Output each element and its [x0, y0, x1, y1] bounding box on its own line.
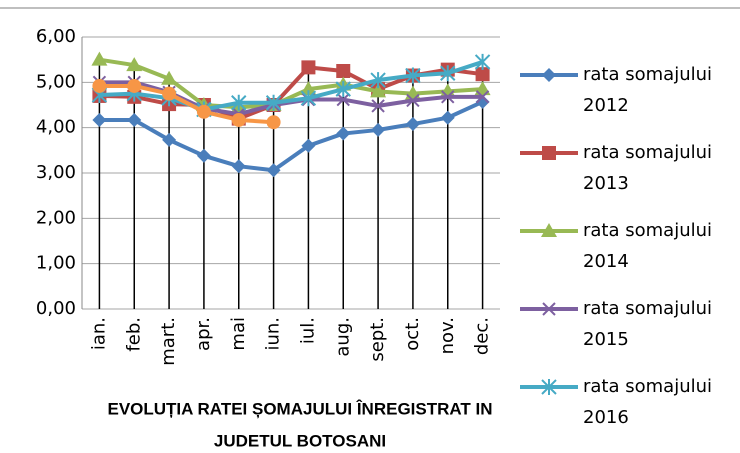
- marker: [475, 90, 490, 104]
- marker: [371, 122, 386, 137]
- marker: [231, 94, 247, 111]
- marker: [335, 81, 351, 98]
- series-line: [99, 57, 483, 110]
- marker: [265, 94, 282, 111]
- x-tick-label: oct.: [402, 317, 423, 351]
- marker: [300, 81, 317, 96]
- marker: [336, 64, 351, 78]
- x-tick-label: iun.: [263, 317, 284, 351]
- y-tick-label: 6,00: [36, 26, 76, 47]
- marker: [405, 117, 420, 132]
- chart-title: JUDETUL BOTOSANI: [214, 431, 386, 450]
- marker: [441, 90, 455, 104]
- legend-label: rata somajului 2016: [583, 376, 712, 428]
- legend-label: rata somajului 2012: [583, 64, 712, 116]
- marker: [370, 83, 387, 98]
- legend-label: rata somajului 2015: [583, 298, 712, 350]
- marker: [92, 78, 107, 93]
- marker: [266, 163, 281, 178]
- legend-marker: [542, 302, 556, 316]
- marker: [406, 93, 420, 108]
- x-tick-label: apr.: [193, 317, 214, 351]
- x-tick-label: nov.: [437, 317, 458, 354]
- legend-marker: [542, 68, 556, 82]
- marker: [266, 115, 281, 130]
- marker: [440, 65, 456, 82]
- marker: [196, 148, 211, 163]
- series-line: [99, 100, 484, 173]
- marker: [440, 110, 455, 125]
- marker: [231, 159, 246, 174]
- x-tick-label: iul.: [297, 317, 318, 344]
- x-tick-label: mai: [228, 317, 249, 351]
- marker: [405, 67, 421, 84]
- marker: [161, 70, 178, 85]
- legend-label: rata somajului 2014: [583, 220, 712, 272]
- legend-marker: [541, 223, 557, 237]
- marker: [370, 72, 386, 89]
- marker: [127, 78, 142, 93]
- legend-label: rata somajului 2013: [583, 142, 712, 194]
- y-tick-label: 0,00: [36, 298, 76, 319]
- legend-marker: [541, 379, 557, 395]
- x-tick-label: dec.: [472, 317, 493, 355]
- marker: [231, 112, 246, 127]
- x-tick-label: aug.: [332, 317, 353, 357]
- marker: [300, 90, 317, 107]
- marker: [301, 138, 316, 153]
- marker: [162, 86, 177, 101]
- marker: [127, 112, 142, 127]
- legend-marker: [542, 146, 556, 160]
- y-tick-label: 5,00: [36, 71, 76, 92]
- marker: [474, 53, 491, 70]
- marker: [336, 92, 350, 107]
- y-tick-label: 1,00: [36, 253, 76, 274]
- y-tick-label: 3,00: [36, 162, 76, 183]
- marker: [301, 60, 316, 75]
- chart-title: EVOLUȚIA RATEI ȘOMAJULUI ÎNREGISTRAT IN: [107, 399, 492, 418]
- marker: [126, 57, 143, 72]
- marker: [91, 51, 108, 66]
- marker: [371, 99, 385, 113]
- x-tick-label: sept.: [367, 317, 388, 362]
- marker: [336, 126, 351, 141]
- x-tick-label: mart.: [158, 317, 179, 366]
- y-tick-label: 4,00: [36, 117, 76, 138]
- x-tick-label: feb.: [123, 317, 144, 352]
- marker: [92, 112, 107, 127]
- y-tick-label: 2,00: [36, 207, 76, 228]
- marker: [196, 104, 211, 119]
- x-tick-label: ian.: [88, 317, 109, 350]
- marker: [162, 132, 177, 147]
- marker: [475, 67, 490, 82]
